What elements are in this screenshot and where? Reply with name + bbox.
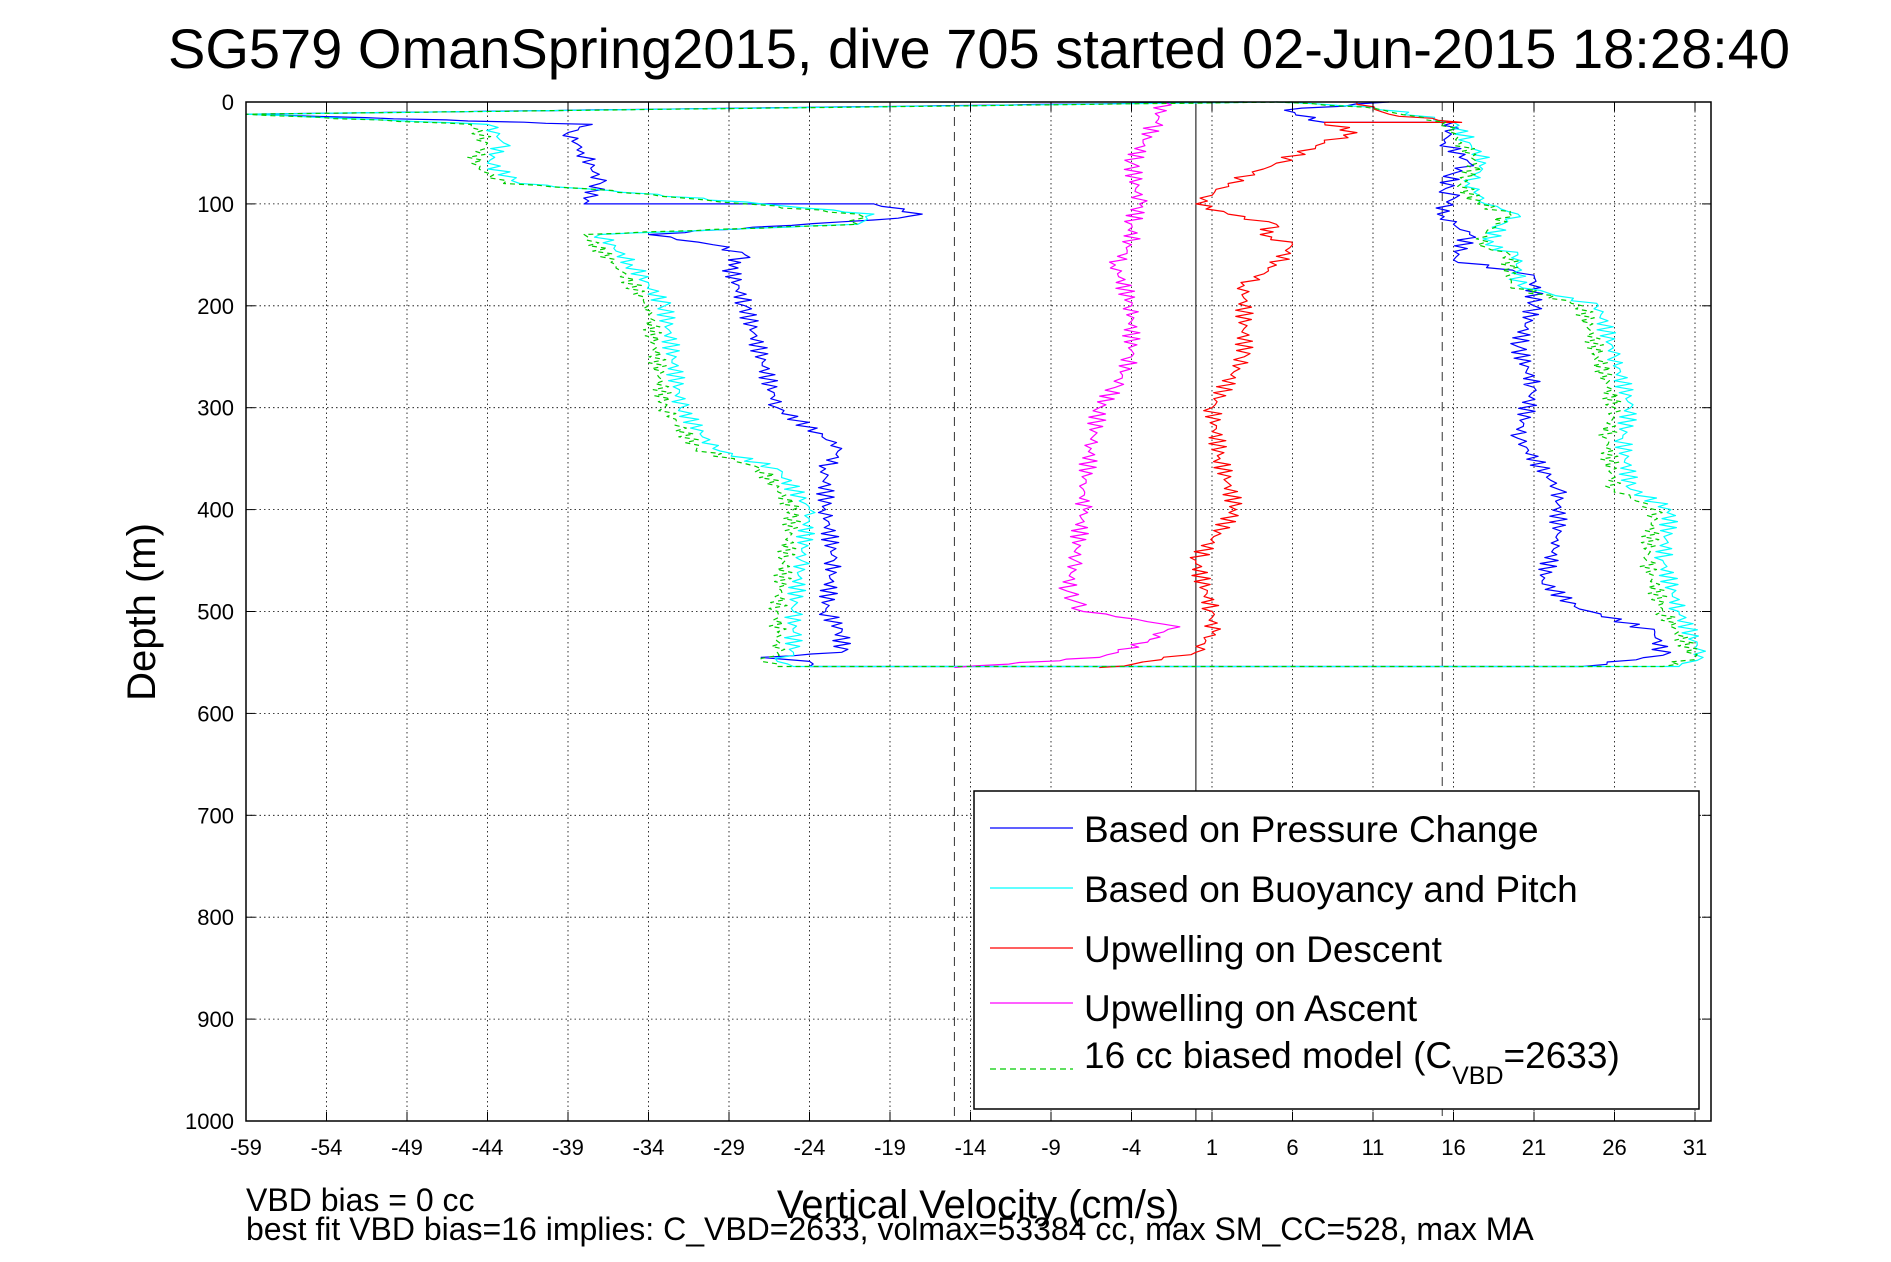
x-tick-label: -34 [633,1135,665,1160]
x-tick-label: 26 [1602,1135,1626,1160]
annotation-best-fit: best fit VBD bias=16 implies: C_VBD=2633… [246,1211,1534,1247]
legend-label-biased-model-main: 16 cc biased model (C [1084,1035,1452,1076]
x-axis-ticks: -59 -54 -49 -44 -39 -34 -29 -24 -19 -14 -9 -4 1 6 11 16… [230,102,1707,1160]
series-layer [245,101,1707,669]
legend-label-biased-model-subscript: VBD [1452,1062,1503,1090]
x-tick-label: 31 [1683,1135,1707,1160]
x-tick-label: -14 [955,1135,987,1160]
x-tick-label: 21 [1522,1135,1546,1160]
y-tick-label: 1000 [185,1109,234,1134]
y-tick-label: 0 [222,90,234,115]
legend: Based on Pressure Change Based on Buoyan… [973,790,1700,1110]
legend-label-ascent: Upwelling on Ascent [1084,988,1418,1029]
y-tick-label: 800 [197,905,234,930]
x-tick-label: -9 [1041,1135,1061,1160]
series-line-upwelling-on-descent [1099,102,1463,669]
x-tick-label: 16 [1441,1135,1465,1160]
x-axis-label: Vertical Velocity (cm/s) [777,1183,1179,1227]
x-tick-label: -29 [713,1135,745,1160]
series-line-upwelling-on-ascent [954,101,1181,669]
x-tick-label: -54 [311,1135,343,1160]
legend-label-pressure: Based on Pressure Change [1084,809,1539,850]
y-tick-label: 600 [197,701,234,726]
series-line-16-cc-biased-model-c-vbd-2633 [245,101,1698,668]
x-tick-label: -49 [391,1135,423,1160]
y-tick-label: 500 [197,600,234,625]
chart-title: SG579 OmanSpring2015, dive 705 started 0… [168,17,1790,80]
y-tick-label: 100 [197,192,234,217]
y-tick-label: 200 [197,294,234,319]
legend-label-biased-model: 16 cc biased model (CVBD=2633) [1084,1035,1620,1090]
legend-label-biased-model-tail: =2633) [1504,1035,1620,1076]
x-tick-label: -24 [794,1135,826,1160]
x-tick-label: -19 [874,1135,906,1160]
x-tick-label: -44 [472,1135,504,1160]
x-tick-label: -4 [1122,1135,1142,1160]
x-tick-label: 11 [1362,1135,1385,1160]
legend-label-descent: Upwelling on Descent [1084,929,1443,970]
y-axis-ticks: 0 100 200 300 400 500 600 700 800 900 1000 [185,90,1711,1134]
y-tick-label: 400 [197,498,234,523]
y-axis-label: Depth (m) [120,523,164,701]
x-tick-label: -59 [230,1135,262,1160]
y-tick-label: 700 [197,803,234,828]
y-tick-label: 300 [197,396,234,421]
x-tick-label: 1 [1206,1135,1218,1160]
legend-label-buoyancy: Based on Buoyancy and Pitch [1084,869,1578,910]
legend-box [973,790,1700,1110]
x-tick-label: -39 [552,1135,584,1160]
y-tick-label: 900 [197,1007,234,1032]
x-tick-label: 6 [1286,1135,1298,1160]
annotation-vbd-bias: VBD bias = 0 cc [246,1182,475,1218]
